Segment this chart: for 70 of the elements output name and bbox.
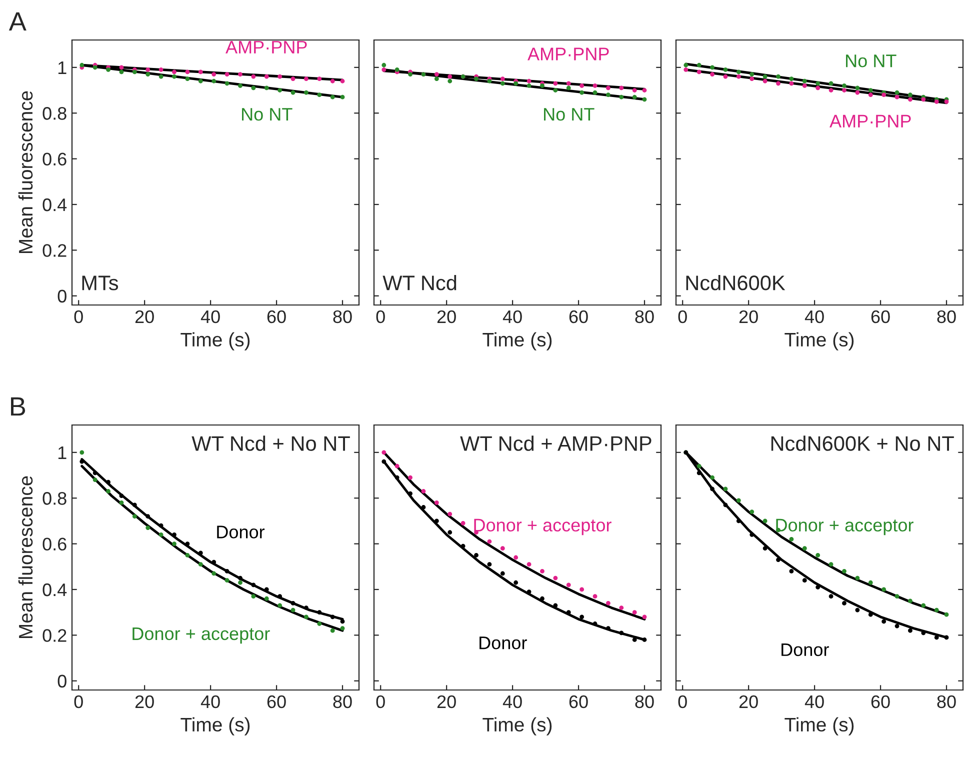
y-tick-label: 0.4 xyxy=(42,583,67,596)
chart-title: NcdN600K + No NT xyxy=(771,436,954,451)
series-label: AMP·PNP xyxy=(226,40,307,54)
x-tick-label: 0 xyxy=(678,310,687,324)
x-tick-label: 60 xyxy=(871,695,890,708)
y-tick-label: 0.2 xyxy=(42,629,66,642)
text: Donor xyxy=(480,636,527,650)
x-axis-title: Time (s) xyxy=(784,332,854,350)
x-axis-title: Time (s) xyxy=(180,332,250,350)
x-tick-label: 0 xyxy=(74,695,83,708)
x-tick-label: 80 xyxy=(937,695,956,708)
x-axis-title: Time (s) xyxy=(482,717,552,736)
x-tick-label: 80 xyxy=(333,695,352,708)
x-tick-label: 20 xyxy=(135,310,154,324)
series-label: No NT xyxy=(242,108,292,121)
x-tick-label: 20 xyxy=(739,695,758,708)
text: WT Ncd xyxy=(382,274,456,290)
series-label: Donor + acceptor xyxy=(776,518,914,536)
y-tick-label: 1 xyxy=(58,62,66,74)
y-tick-label: 0.6 xyxy=(42,152,66,166)
y-axis-title: Mean fluorescence xyxy=(18,91,33,254)
chart-title: WT Ncd + No NT xyxy=(192,436,350,451)
x-axis-title: Time (s) xyxy=(180,717,250,736)
x-tick-label: 60 xyxy=(267,310,286,324)
x-tick-label: 60 xyxy=(569,695,588,708)
x-tick-label: 20 xyxy=(437,695,456,708)
x-tick-label: 60 xyxy=(267,695,286,708)
x-tick-label: 20 xyxy=(135,695,154,708)
y-tick-label: 0.2 xyxy=(42,244,66,257)
text: B xyxy=(11,397,26,416)
x-tick-label: 80 xyxy=(635,695,654,708)
y-tick-label: 0.4 xyxy=(42,198,67,212)
text: MTs xyxy=(82,276,118,290)
x-tick-label: 40 xyxy=(804,310,824,324)
text: Donor xyxy=(782,644,829,656)
chart-title: WT Ncd + AMP·PNP xyxy=(460,436,652,451)
series-label: AMP·PNP xyxy=(830,114,911,128)
x-tick-label: 80 xyxy=(937,310,956,324)
text: A xyxy=(8,12,26,31)
x-tick-label: 40 xyxy=(804,695,824,708)
x-tick-label: 0 xyxy=(678,695,687,708)
x-tick-label: 0 xyxy=(74,310,83,324)
y-tick-label: 0 xyxy=(58,674,66,688)
x-axis-title: Time (s) xyxy=(482,332,552,350)
y-axis-title: Mean fluorescence xyxy=(18,476,33,638)
series-label: Donor + acceptor xyxy=(474,518,612,536)
x-tick-label: 40 xyxy=(200,695,220,708)
series-label: Donor xyxy=(217,526,265,538)
x-tick-label: 40 xyxy=(502,310,522,324)
x-tick-label: 0 xyxy=(376,695,385,708)
x-tick-label: 60 xyxy=(871,310,890,324)
text: NcdN600K xyxy=(686,274,786,290)
series-label: Donor + acceptor xyxy=(132,628,270,644)
series-label: No NT xyxy=(846,54,896,68)
y-tick-label: 0.6 xyxy=(42,538,66,551)
x-tick-label: 40 xyxy=(200,310,220,324)
y-tick-label: 1 xyxy=(58,446,66,459)
y-tick-label: 0.8 xyxy=(42,107,66,120)
x-tick-label: 60 xyxy=(569,310,588,324)
series-label: No NT xyxy=(544,108,594,121)
series-label: AMP·PNP xyxy=(528,48,609,60)
x-tick-label: 0 xyxy=(376,310,385,324)
y-tick-label: 0 xyxy=(58,290,66,303)
x-tick-label: 80 xyxy=(635,310,654,324)
x-tick-label: 40 xyxy=(502,695,522,708)
x-tick-label: 20 xyxy=(437,310,456,324)
x-tick-label: 80 xyxy=(333,310,352,324)
x-tick-label: 20 xyxy=(739,310,758,324)
y-tick-label: 0.8 xyxy=(42,492,66,505)
x-axis-title: Time (s) xyxy=(784,717,854,736)
